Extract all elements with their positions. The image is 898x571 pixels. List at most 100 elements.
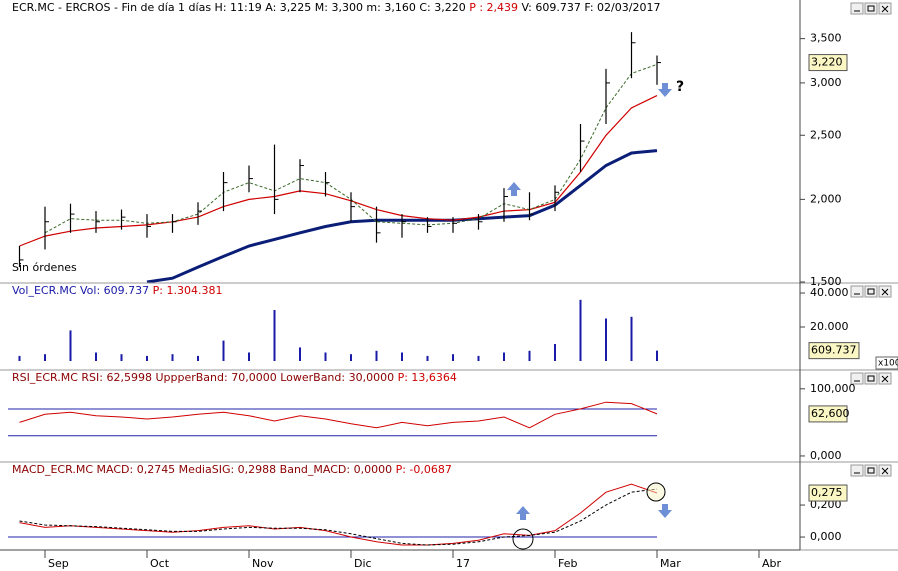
y-tick-label: 1,500 bbox=[810, 275, 842, 288]
y-tick-label: 2,500 bbox=[810, 128, 842, 141]
volume-bar bbox=[273, 310, 276, 361]
header-part: RSI_ECR.MC RSI: 62,5998 UppperBand: 70,0… bbox=[12, 371, 398, 384]
volume-bar bbox=[69, 330, 72, 361]
volume-bar bbox=[630, 316, 633, 361]
header-part: MACD_ECR.MC MACD: 0,2745 MediaSIG: 0,298… bbox=[12, 463, 396, 476]
header-part: V: 609.737 F: 02/03/2017 bbox=[522, 1, 661, 14]
x-tick-label: 17 bbox=[456, 557, 470, 570]
indicator-line bbox=[19, 483, 658, 546]
plot-area bbox=[18, 32, 661, 283]
y-tick-label: 40.000 bbox=[810, 286, 849, 299]
volume-bar bbox=[120, 354, 123, 361]
window-button bbox=[864, 285, 878, 298]
volume-bar bbox=[146, 355, 148, 361]
volume-bar bbox=[95, 352, 97, 361]
y-tick-label: 3,500 bbox=[810, 32, 842, 45]
down-arrow bbox=[658, 504, 672, 518]
annotations-layer bbox=[507, 83, 672, 550]
down-arrow bbox=[658, 83, 672, 97]
panel-header: MACD_ECR.MC MACD: 0,2745 MediaSIG: 0,298… bbox=[12, 463, 452, 476]
header-part: ECR.MC - ERCROS - Fin de día 1 días H: 1… bbox=[12, 1, 469, 14]
header-part: P: -0,0687 bbox=[396, 463, 452, 476]
indicator-line bbox=[19, 401, 658, 429]
volume-bar bbox=[503, 352, 505, 361]
window-button bbox=[850, 372, 864, 385]
plot-area bbox=[8, 483, 658, 546]
y-tick-label: 2,000 bbox=[810, 192, 842, 205]
last-value-box bbox=[808, 405, 848, 423]
header-part: P: 1.304.381 bbox=[153, 284, 223, 297]
volume-bar bbox=[18, 355, 21, 361]
window-button bbox=[864, 464, 878, 477]
last-value-box bbox=[808, 342, 860, 360]
window-button bbox=[864, 2, 878, 15]
x-tick-label: Feb bbox=[558, 557, 577, 570]
header-part: P : 2,439 bbox=[469, 1, 521, 14]
plot-area bbox=[18, 299, 658, 361]
window-button bbox=[850, 285, 864, 298]
button-glyph bbox=[881, 5, 889, 13]
up-arrow bbox=[516, 506, 530, 520]
panel: Vol_ECR.MC Vol: 609.737 P: 1.304.381 20.0… bbox=[0, 283, 898, 371]
header-part: Vol_ECR.MC Vol: 609.737 bbox=[12, 284, 153, 297]
indicator-line bbox=[19, 488, 658, 546]
volume-bar bbox=[350, 354, 352, 361]
last-value-box bbox=[808, 484, 848, 502]
y-tick-label: 0,000 bbox=[810, 530, 842, 543]
volume-bar bbox=[477, 355, 480, 361]
volume-bar bbox=[452, 354, 454, 361]
y-tick-label: 0,000 bbox=[810, 449, 842, 462]
button-glyph bbox=[881, 375, 889, 383]
button-glyph bbox=[881, 288, 889, 296]
x-tick-label: Abr bbox=[762, 557, 782, 570]
button-glyph bbox=[867, 288, 875, 295]
signal-circle bbox=[512, 528, 534, 550]
button-glyph bbox=[867, 467, 875, 474]
volume-bar bbox=[605, 318, 607, 361]
x-tick-label: Sep bbox=[48, 557, 69, 570]
volume-bar bbox=[401, 352, 403, 361]
x-tick-label: Oct bbox=[150, 557, 170, 570]
panel: ECR.MC - ERCROS - Fin de día 1 días H: 1… bbox=[0, 0, 898, 288]
button-glyph bbox=[881, 467, 889, 475]
panel: MACD_ECR.MC MACD: 0,2745 MediaSIG: 0,298… bbox=[0, 462, 898, 570]
button-glyph bbox=[867, 5, 875, 12]
window-button bbox=[850, 2, 864, 15]
header-part: P: 13,6364 bbox=[398, 371, 457, 384]
indicator-line bbox=[19, 95, 658, 247]
last-value-label: 3,220 bbox=[811, 56, 843, 69]
y-tick-label: 100,000 bbox=[810, 382, 856, 395]
unit-label: x100 bbox=[878, 359, 898, 369]
volume-bar bbox=[44, 354, 46, 361]
plot-area bbox=[8, 401, 658, 437]
volume-bar bbox=[299, 347, 301, 361]
volume-bar bbox=[554, 344, 556, 361]
volume-bar bbox=[222, 340, 225, 361]
volume-bar bbox=[375, 350, 378, 361]
y-tick-label: 3,000 bbox=[810, 76, 842, 89]
status-note: Sin órdenes bbox=[12, 261, 77, 274]
window-button bbox=[850, 464, 864, 477]
panel-header: Vol_ECR.MC Vol: 609.737 P: 1.304.381 bbox=[12, 284, 222, 297]
x-tick-label: Nov bbox=[252, 557, 274, 570]
volume-bar bbox=[248, 352, 250, 361]
last-value-label: 62,600 bbox=[811, 407, 850, 420]
volume-bar bbox=[528, 350, 531, 361]
panel: RSI_ECR.MC RSI: 62,5998 UppperBand: 70,0… bbox=[0, 370, 898, 463]
panel-header: RSI_ECR.MC RSI: 62,5998 UppperBand: 70,0… bbox=[12, 371, 457, 384]
volume-bar bbox=[656, 350, 658, 361]
volume-bar bbox=[426, 355, 429, 361]
signal-circle bbox=[646, 482, 666, 502]
last-value-label: 609.737 bbox=[811, 344, 857, 357]
button-glyph bbox=[867, 375, 875, 382]
x-tick-label: Dic bbox=[354, 557, 372, 570]
annotation: ? bbox=[676, 79, 684, 95]
volume-bar bbox=[324, 352, 327, 361]
window-button bbox=[864, 372, 878, 385]
last-value-label: 0,275 bbox=[811, 486, 843, 499]
volume-bar bbox=[197, 355, 199, 361]
volume-bar bbox=[579, 299, 582, 361]
y-tick-label: 20.000 bbox=[810, 320, 849, 333]
